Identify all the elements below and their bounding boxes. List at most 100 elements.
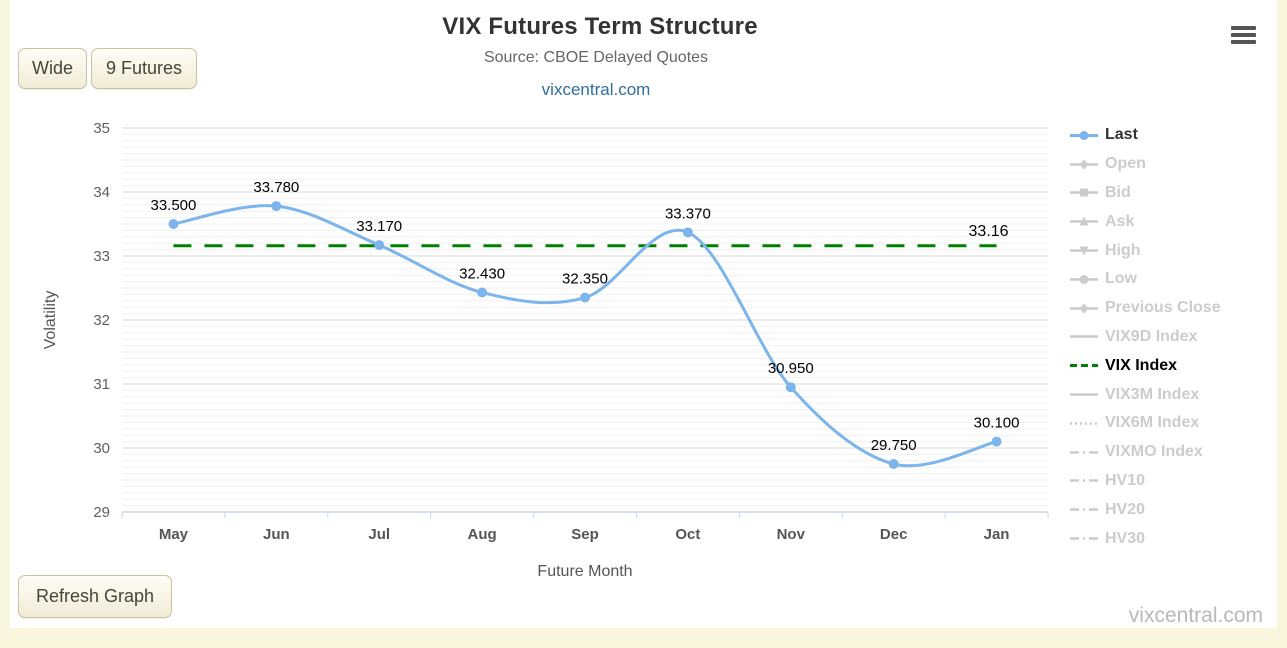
vixcentral-link[interactable]: vixcentral.com bbox=[541, 80, 651, 99]
legend-item-vix-index[interactable]: VIX Index bbox=[1070, 351, 1221, 380]
data-point-jul bbox=[374, 240, 385, 251]
legend-item-bid[interactable]: Bid bbox=[1070, 179, 1221, 208]
legend-item-vix6m-index[interactable]: VIX6M Index bbox=[1070, 409, 1221, 438]
legend-label: VIX6M Index bbox=[1105, 414, 1200, 432]
legend-symbol-icon bbox=[1070, 159, 1098, 170]
legend-symbol-icon bbox=[1070, 246, 1098, 256]
page-right-margin bbox=[1277, 0, 1287, 648]
chart-subtitle: Source: CBOE Delayed Quotes bbox=[483, 49, 709, 66]
svg-text:32: 32 bbox=[93, 312, 110, 329]
legend-item-hv20[interactable]: HV20 bbox=[1070, 495, 1221, 524]
svg-text:Jun: Jun bbox=[263, 526, 290, 543]
legend-symbol-icon bbox=[1070, 274, 1098, 284]
svg-text:May: May bbox=[159, 526, 189, 543]
legend-item-open[interactable]: Open bbox=[1070, 150, 1221, 179]
svg-text:31: 31 bbox=[93, 376, 110, 393]
hamburger-bar bbox=[1231, 33, 1256, 37]
legend-symbol-icon bbox=[1070, 335, 1098, 339]
legend-item-hv30[interactable]: HV30 bbox=[1070, 524, 1221, 553]
svg-text:34: 34 bbox=[93, 184, 110, 201]
svg-text:Jul: Jul bbox=[368, 526, 390, 543]
legend-symbol-icon bbox=[1070, 364, 1098, 368]
legend-label: HV10 bbox=[1105, 471, 1146, 489]
svg-text:Sep: Sep bbox=[571, 526, 599, 543]
legend-label: VIX3M Index bbox=[1105, 385, 1200, 403]
legend-label: Open bbox=[1105, 155, 1146, 173]
legend-item-last[interactable]: Last bbox=[1070, 121, 1221, 150]
legend-label: Low bbox=[1105, 270, 1137, 288]
last-series bbox=[168, 201, 1002, 469]
data-point-may bbox=[168, 219, 179, 229]
data-point-nov bbox=[785, 382, 796, 393]
legend-symbol-icon bbox=[1070, 130, 1098, 140]
legend-item-low[interactable]: Low bbox=[1070, 265, 1221, 294]
data-point-jun bbox=[271, 201, 282, 212]
legend-symbol-icon bbox=[1070, 450, 1098, 454]
legend-label: Ask bbox=[1105, 212, 1135, 230]
legend-item-previous-close[interactable]: Previous Close bbox=[1070, 294, 1221, 323]
wide-button[interactable]: Wide bbox=[18, 48, 88, 89]
svg-text:Jan: Jan bbox=[984, 526, 1010, 543]
svg-text:30.100: 30.100 bbox=[974, 415, 1020, 432]
legend-item-high[interactable]: High bbox=[1070, 236, 1221, 265]
legend-label: Last bbox=[1105, 126, 1138, 144]
futures-count-button[interactable]: 9 Futures bbox=[91, 48, 198, 89]
x-axis-title: Future Month bbox=[537, 563, 633, 580]
legend-label: Bid bbox=[1105, 183, 1131, 201]
svg-text:33.170: 33.170 bbox=[356, 218, 402, 235]
refresh-graph-button[interactable]: Refresh Graph bbox=[18, 575, 173, 618]
minor-gridlines bbox=[122, 133, 1048, 507]
legend-symbol-icon bbox=[1070, 393, 1098, 396]
svg-text:32.350: 32.350 bbox=[562, 271, 608, 288]
legend-item-ask[interactable]: Ask bbox=[1070, 207, 1221, 236]
legend-symbol-icon bbox=[1070, 479, 1098, 483]
legend-label: VIX9D Index bbox=[1105, 327, 1198, 345]
legend-label: High bbox=[1105, 241, 1141, 259]
legend-symbol-icon bbox=[1070, 188, 1098, 197]
svg-text:33: 33 bbox=[93, 248, 110, 265]
legend-symbol-icon bbox=[1070, 216, 1098, 226]
legend-label: Previous Close bbox=[1105, 299, 1221, 317]
data-labels: 33.500 33.780 33.170 32.430 32.350 33.370 30.9… bbox=[150, 179, 1019, 454]
legend: Last Open Bid Ask High Low Previous Close VIX9D… bbox=[1070, 121, 1221, 553]
hamburger-menu-icon[interactable] bbox=[1231, 26, 1256, 47]
svg-text:29.750: 29.750 bbox=[871, 437, 917, 454]
legend-item-vixmo-index[interactable]: VIXMO Index bbox=[1070, 438, 1221, 467]
data-point-aug bbox=[477, 287, 488, 298]
legend-symbol-icon bbox=[1070, 508, 1098, 511]
data-point-dec bbox=[888, 459, 899, 469]
svg-text:Oct: Oct bbox=[675, 526, 700, 543]
data-point-jan bbox=[991, 436, 1002, 447]
legend-symbol-icon bbox=[1070, 537, 1098, 540]
data-point-oct bbox=[682, 227, 693, 238]
svg-text:33.16: 33.16 bbox=[969, 223, 1009, 240]
legend-item-hv10[interactable]: HV10 bbox=[1070, 467, 1221, 496]
major-gridlines bbox=[122, 127, 1048, 513]
svg-text:30.950: 30.950 bbox=[768, 360, 814, 377]
svg-text:Dec: Dec bbox=[880, 526, 908, 543]
chart-title: VIX Futures Term Structure bbox=[442, 13, 758, 40]
page-left-margin bbox=[0, 0, 10, 648]
svg-text:30: 30 bbox=[93, 440, 110, 457]
vix-index-reference-line: 33.16 bbox=[173, 223, 1009, 248]
footer-bar bbox=[0, 628, 1287, 648]
y-axis-title: Volatility bbox=[42, 290, 59, 350]
svg-text:Nov: Nov bbox=[777, 526, 806, 543]
legend-item-vix9d-index[interactable]: VIX9D Index bbox=[1070, 323, 1221, 352]
legend-label: VIXMO Index bbox=[1105, 443, 1203, 461]
legend-symbol-icon bbox=[1070, 422, 1098, 425]
hamburger-bar bbox=[1231, 40, 1256, 44]
svg-text:Aug: Aug bbox=[468, 526, 497, 543]
x-axis bbox=[121, 511, 1049, 518]
data-point-sep bbox=[580, 292, 590, 303]
svg-text:29: 29 bbox=[93, 504, 110, 521]
legend-label: HV30 bbox=[1105, 529, 1146, 547]
svg-text:32.430: 32.430 bbox=[459, 265, 505, 282]
legend-label: HV20 bbox=[1105, 500, 1146, 518]
legend-item-vix3m-index[interactable]: VIX3M Index bbox=[1070, 380, 1221, 409]
y-axis-labels: 29 30 31 32 33 34 35 bbox=[93, 120, 110, 521]
legend-label: VIX Index bbox=[1105, 356, 1178, 374]
svg-text:33.780: 33.780 bbox=[253, 179, 299, 196]
